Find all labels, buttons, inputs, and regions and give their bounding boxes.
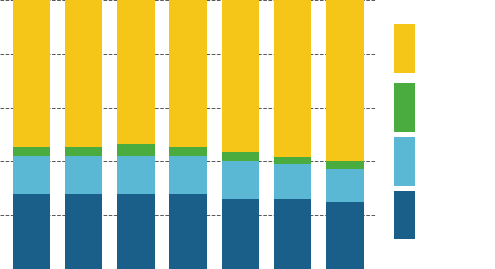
FancyBboxPatch shape	[394, 137, 415, 186]
FancyBboxPatch shape	[394, 191, 415, 239]
Bar	[117, 156, 154, 194]
Bar	[326, 0, 364, 161]
Bar	[65, 0, 102, 147]
FancyBboxPatch shape	[394, 24, 415, 73]
Bar	[117, 144, 154, 156]
Bar	[117, 194, 154, 269]
Bar	[222, 161, 259, 199]
Bar	[169, 147, 207, 156]
Bar	[117, 0, 154, 144]
Bar	[326, 202, 364, 269]
Bar	[274, 0, 311, 157]
Bar	[222, 152, 259, 161]
Bar	[222, 199, 259, 269]
Bar	[169, 194, 207, 269]
Bar	[222, 0, 259, 152]
Bar	[169, 0, 207, 147]
Bar	[65, 156, 102, 194]
Bar	[274, 157, 311, 164]
Bar	[326, 169, 364, 202]
Bar	[65, 194, 102, 269]
Bar	[169, 156, 207, 194]
Bar	[65, 147, 102, 156]
Bar	[12, 0, 50, 147]
Bar	[12, 156, 50, 194]
Bar	[274, 199, 311, 269]
Bar	[12, 147, 50, 156]
FancyBboxPatch shape	[394, 83, 415, 132]
Bar	[326, 161, 364, 169]
Bar	[12, 194, 50, 269]
Bar	[274, 164, 311, 199]
